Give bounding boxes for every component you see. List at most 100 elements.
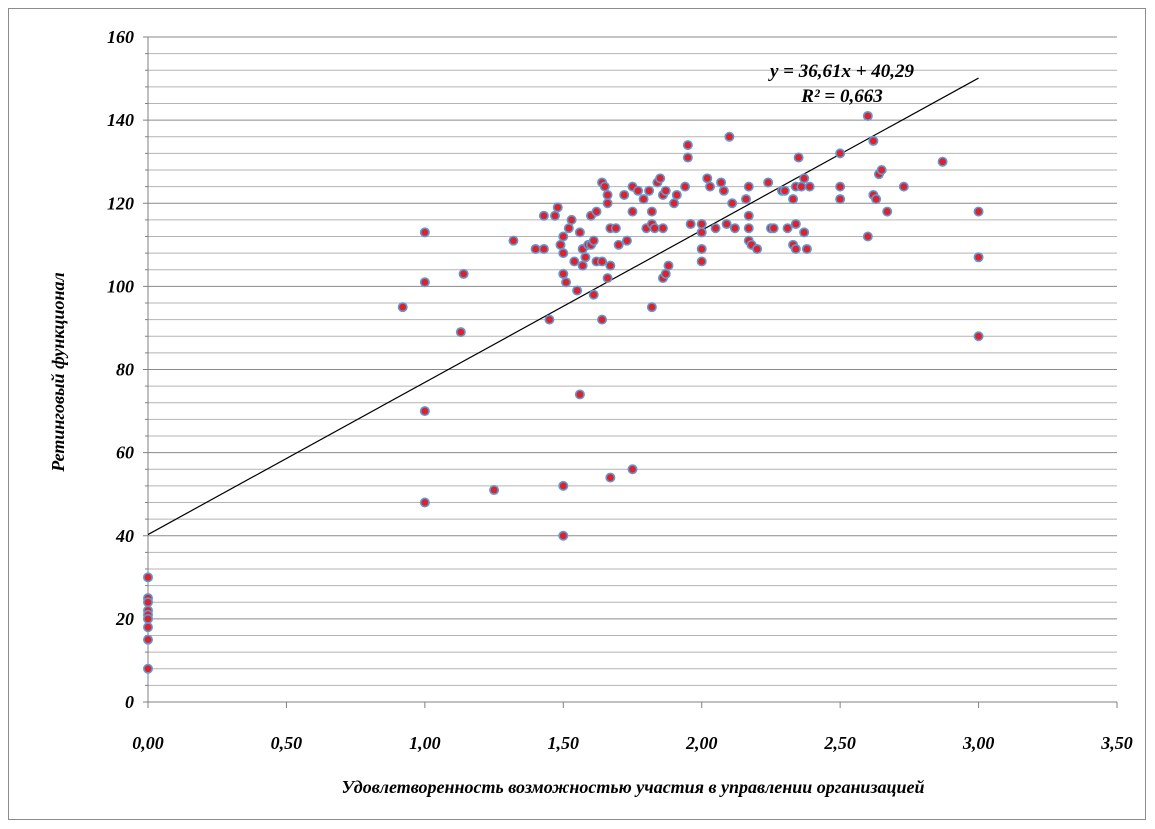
data-point (752, 243, 763, 254)
data-point (602, 198, 613, 209)
data-point (973, 331, 984, 342)
data-point (937, 156, 948, 167)
data-point (768, 223, 779, 234)
data-point (743, 223, 754, 234)
data-point (799, 227, 810, 238)
data-point (702, 173, 713, 184)
data-point (566, 214, 577, 225)
data-point (633, 185, 644, 196)
data-point (718, 185, 729, 196)
data-point (649, 223, 660, 234)
data-point (721, 219, 732, 230)
data-point (143, 663, 154, 674)
data-point (835, 181, 846, 192)
y-tick-labels: 0 20 40 60 80 100 120 140 160 (107, 27, 134, 712)
data-point (143, 597, 154, 608)
trendline-equation: y = 36,61x + 40,29 (768, 61, 915, 82)
data-point (489, 485, 500, 496)
data-point (621, 235, 632, 246)
data-point (657, 223, 668, 234)
x-tick-label: 0,50 (271, 733, 303, 753)
data-point (716, 177, 727, 188)
data-point (558, 231, 569, 242)
data-point (705, 181, 716, 192)
data-point (555, 239, 566, 250)
data-point (619, 189, 630, 200)
data-point (577, 260, 588, 271)
data-point (143, 572, 154, 583)
data-point (572, 285, 583, 296)
data-point (627, 206, 638, 217)
data-point (782, 223, 793, 234)
data-point (558, 530, 569, 541)
data-point (801, 243, 812, 254)
x-tick-labels: 0,00 0,50 1,00 1,50 2,00 2,50 3,00 3,50 (132, 733, 1133, 753)
data-point (558, 268, 569, 279)
data-point (419, 277, 430, 288)
axes (143, 36, 1118, 708)
x-tick-label: 1,00 (409, 733, 441, 753)
data-point (644, 185, 655, 196)
trendline-line (147, 77, 979, 536)
data-point (876, 165, 887, 176)
data-point (569, 256, 580, 267)
data-point (638, 194, 649, 205)
data-point (588, 235, 599, 246)
data-point (663, 260, 674, 271)
data-point (558, 480, 569, 491)
data-point (538, 243, 549, 254)
x-tick-label: 3,50 (1100, 733, 1133, 753)
data-point (710, 223, 721, 234)
data-point (552, 202, 563, 213)
data-point (696, 219, 707, 230)
data-point (613, 239, 624, 250)
data-point (696, 227, 707, 238)
data-point (561, 277, 572, 288)
y-tick-label: 20 (115, 609, 134, 629)
data-point (835, 148, 846, 159)
x-tick-label: 0,00 (132, 733, 164, 753)
data-point (804, 181, 815, 192)
data-point (397, 302, 408, 313)
data-point (599, 181, 610, 192)
x-tick-label: 1,50 (548, 733, 580, 753)
data-point (660, 268, 671, 279)
grid-lines (148, 36, 1117, 703)
data-point (143, 622, 154, 633)
data-point (671, 189, 682, 200)
data-point (779, 185, 790, 196)
data-point (549, 210, 560, 221)
data-point (508, 235, 519, 246)
data-point (680, 181, 691, 192)
data-point (597, 256, 608, 267)
data-point (563, 223, 574, 234)
data-point (558, 248, 569, 259)
data-point (143, 613, 154, 624)
data-point (743, 210, 754, 221)
data-point (455, 327, 466, 338)
data-point (788, 194, 799, 205)
data-point (793, 152, 804, 163)
y-tick-label: 100 (107, 276, 134, 296)
data-point (574, 389, 585, 400)
y-tick-label: 0 (125, 692, 134, 712)
data-point (799, 173, 810, 184)
data-points (143, 110, 984, 674)
trendline (147, 77, 979, 536)
y-tick-label: 40 (115, 526, 134, 546)
data-point (743, 181, 754, 192)
x-tick-label: 3,00 (962, 733, 995, 753)
data-point (419, 497, 430, 508)
data-point (729, 223, 740, 234)
data-point (682, 140, 693, 151)
data-point (682, 152, 693, 163)
data-point (724, 131, 735, 142)
data-point (973, 252, 984, 263)
data-point (696, 243, 707, 254)
data-point (898, 181, 909, 192)
y-axis-title: Ретинговый функционал (48, 272, 68, 473)
y-tick-label: 60 (116, 443, 134, 463)
data-point (835, 194, 846, 205)
data-point (610, 223, 621, 234)
